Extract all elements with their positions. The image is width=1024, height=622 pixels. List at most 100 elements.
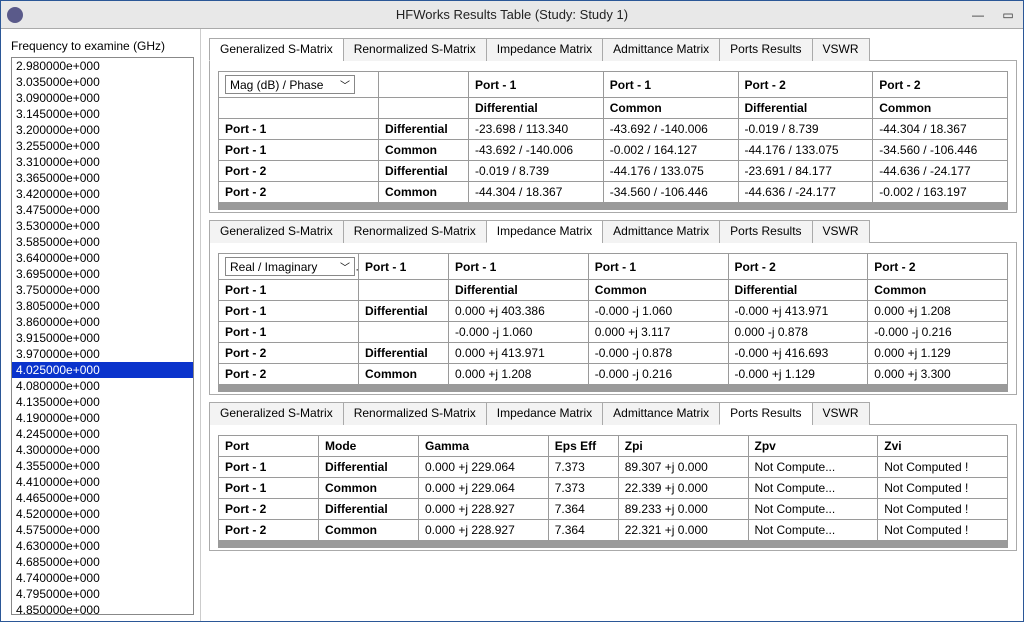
col-mode: Common bbox=[603, 98, 738, 119]
frequency-item[interactable]: 3.200000e+000 bbox=[12, 122, 193, 138]
col-header: Zpi bbox=[618, 436, 748, 457]
frequency-item[interactable]: 3.035000e+000 bbox=[12, 74, 193, 90]
frequency-item[interactable]: 4.685000e+000 bbox=[12, 554, 193, 570]
cell: Not Compute... bbox=[748, 499, 878, 520]
row-port: Port - 1 bbox=[219, 280, 359, 301]
tab-impedance-matrix[interactable]: Impedance Matrix bbox=[486, 220, 603, 243]
app-window: HFWorks Results Table (Study: Study 1) —… bbox=[0, 0, 1024, 622]
frequency-item[interactable]: 3.420000e+000 bbox=[12, 186, 193, 202]
frequency-item[interactable]: 3.585000e+000 bbox=[12, 234, 193, 250]
row-mode: Differential bbox=[359, 301, 449, 322]
frequency-item[interactable]: 3.145000e+000 bbox=[12, 106, 193, 122]
frequency-item[interactable]: 4.080000e+000 bbox=[12, 378, 193, 394]
tab-vswr[interactable]: VSWR bbox=[812, 38, 870, 61]
tab-impedance-matrix[interactable]: Impedance Matrix bbox=[486, 402, 603, 425]
frequency-item[interactable]: 3.860000e+000 bbox=[12, 314, 193, 330]
tab-ports-results[interactable]: Ports Results bbox=[719, 220, 812, 243]
cell: 0.000 +j 1.208 bbox=[449, 364, 589, 385]
cell: Common bbox=[319, 520, 419, 541]
cell: -44.176 / 133.075 bbox=[738, 140, 873, 161]
frequency-item[interactable]: 4.850000e+000 bbox=[12, 602, 193, 615]
cell: -0.000 -j 1.060 bbox=[588, 301, 728, 322]
minimize-button[interactable]: — bbox=[963, 5, 993, 25]
tab-admittance-matrix[interactable]: Admittance Matrix bbox=[602, 402, 720, 425]
cell: Not Computed ! bbox=[878, 499, 1008, 520]
frequency-label: Frequency to examine (GHz) bbox=[11, 39, 194, 53]
frequency-item[interactable]: 4.465000e+000 bbox=[12, 490, 193, 506]
table-row: Port - 1-0.000 -j 1.0600.000 +j 3.1170.0… bbox=[219, 322, 1008, 343]
col-mode bbox=[359, 280, 449, 301]
cell: -44.636 / -24.177 bbox=[738, 182, 873, 203]
cell: Not Computed ! bbox=[878, 520, 1008, 541]
row-mode: Differential bbox=[359, 343, 449, 364]
frequency-item[interactable]: 3.805000e+000 bbox=[12, 298, 193, 314]
cell: Not Computed ! bbox=[878, 457, 1008, 478]
tab-ports-results[interactable]: Ports Results bbox=[719, 402, 812, 425]
frequency-item[interactable]: 3.090000e+000 bbox=[12, 90, 193, 106]
mode-dropdown[interactable]: Mag (dB) / Phase﹀ bbox=[225, 75, 355, 94]
frequency-item[interactable]: 3.695000e+000 bbox=[12, 266, 193, 282]
cell: Port - 2 bbox=[219, 499, 319, 520]
row-port: Port - 1 bbox=[219, 301, 359, 322]
tab-renormalized-s-matrix[interactable]: Renormalized S-Matrix bbox=[343, 220, 487, 243]
frequency-item[interactable]: 4.410000e+000 bbox=[12, 474, 193, 490]
tab-generalized-s-matrix[interactable]: Generalized S-Matrix bbox=[209, 38, 344, 61]
frequency-item[interactable]: 2.980000e+000 bbox=[12, 58, 193, 74]
frequency-item[interactable]: 4.795000e+000 bbox=[12, 586, 193, 602]
tab-vswr[interactable]: VSWR bbox=[812, 402, 870, 425]
frequency-item[interactable]: 4.355000e+000 bbox=[12, 458, 193, 474]
mode-dropdown[interactable]: Real / Imaginary﹀ bbox=[225, 257, 355, 276]
col-mode: Common bbox=[588, 280, 728, 301]
tab-renormalized-s-matrix[interactable]: Renormalized S-Matrix bbox=[343, 38, 487, 61]
tab-admittance-matrix[interactable]: Admittance Matrix bbox=[602, 220, 720, 243]
col-port: Port - 1 bbox=[603, 72, 738, 98]
col-port: Port - 2 bbox=[738, 72, 873, 98]
app-icon bbox=[7, 7, 23, 23]
table-row: Port - 2Differential0.000 +j 228.9277.36… bbox=[219, 499, 1008, 520]
scrollbar-stub bbox=[218, 385, 1008, 392]
cell: -43.692 / -140.006 bbox=[469, 140, 604, 161]
row-port: Port - 1 bbox=[219, 119, 379, 140]
frequency-item[interactable]: 4.520000e+000 bbox=[12, 506, 193, 522]
frequency-item[interactable]: 4.245000e+000 bbox=[12, 426, 193, 442]
frequency-item[interactable]: 3.750000e+000 bbox=[12, 282, 193, 298]
tabs-2: Generalized S-MatrixRenormalized S-Matri… bbox=[209, 219, 1017, 243]
frequency-item[interactable]: 3.530000e+000 bbox=[12, 218, 193, 234]
col-port: Port - 1 bbox=[359, 254, 449, 280]
frequency-item[interactable]: 3.970000e+000 bbox=[12, 346, 193, 362]
cell: 0.000 +j 413.971 bbox=[449, 343, 589, 364]
cell: 7.373 bbox=[548, 457, 618, 478]
tab-ports-results[interactable]: Ports Results bbox=[719, 38, 812, 61]
tab-generalized-s-matrix[interactable]: Generalized S-Matrix bbox=[209, 220, 344, 243]
frequency-item[interactable]: 3.475000e+000 bbox=[12, 202, 193, 218]
frequency-list[interactable]: 2.980000e+0003.035000e+0003.090000e+0003… bbox=[11, 57, 194, 615]
frequency-item[interactable]: 3.310000e+000 bbox=[12, 154, 193, 170]
frequency-item[interactable]: 4.575000e+000 bbox=[12, 522, 193, 538]
cell: Not Computed ! bbox=[878, 478, 1008, 499]
col-mode: Differential bbox=[449, 280, 589, 301]
frequency-item[interactable]: 4.300000e+000 bbox=[12, 442, 193, 458]
row-mode: Common bbox=[359, 364, 449, 385]
frequency-item[interactable]: 3.915000e+000 bbox=[12, 330, 193, 346]
frequency-item[interactable]: 3.640000e+000 bbox=[12, 250, 193, 266]
tab-renormalized-s-matrix[interactable]: Renormalized S-Matrix bbox=[343, 402, 487, 425]
frequency-item[interactable]: 3.255000e+000 bbox=[12, 138, 193, 154]
col-mode: Common bbox=[868, 280, 1008, 301]
frequency-item[interactable]: 4.135000e+000 bbox=[12, 394, 193, 410]
cell: -34.560 / -106.446 bbox=[603, 182, 738, 203]
cell: 0.000 +j 1.208 bbox=[868, 301, 1008, 322]
tab-impedance-matrix[interactable]: Impedance Matrix bbox=[486, 38, 603, 61]
cell: Common bbox=[319, 478, 419, 499]
cell: -44.176 / 133.075 bbox=[603, 161, 738, 182]
frequency-item[interactable]: 4.630000e+000 bbox=[12, 538, 193, 554]
frequency-item[interactable]: 4.025000e+000 bbox=[12, 362, 193, 378]
table-row: Port - 2Differential0.000 +j 413.971-0.0… bbox=[219, 343, 1008, 364]
frequency-item[interactable]: 4.190000e+000 bbox=[12, 410, 193, 426]
tab-generalized-s-matrix[interactable]: Generalized S-Matrix bbox=[209, 402, 344, 425]
frequency-item[interactable]: 3.365000e+000 bbox=[12, 170, 193, 186]
tabs-3: Generalized S-MatrixRenormalized S-Matri… bbox=[209, 401, 1017, 425]
tab-admittance-matrix[interactable]: Admittance Matrix bbox=[602, 38, 720, 61]
maximize-button[interactable]: ▭ bbox=[993, 5, 1023, 25]
frequency-item[interactable]: 4.740000e+000 bbox=[12, 570, 193, 586]
tab-vswr[interactable]: VSWR bbox=[812, 220, 870, 243]
